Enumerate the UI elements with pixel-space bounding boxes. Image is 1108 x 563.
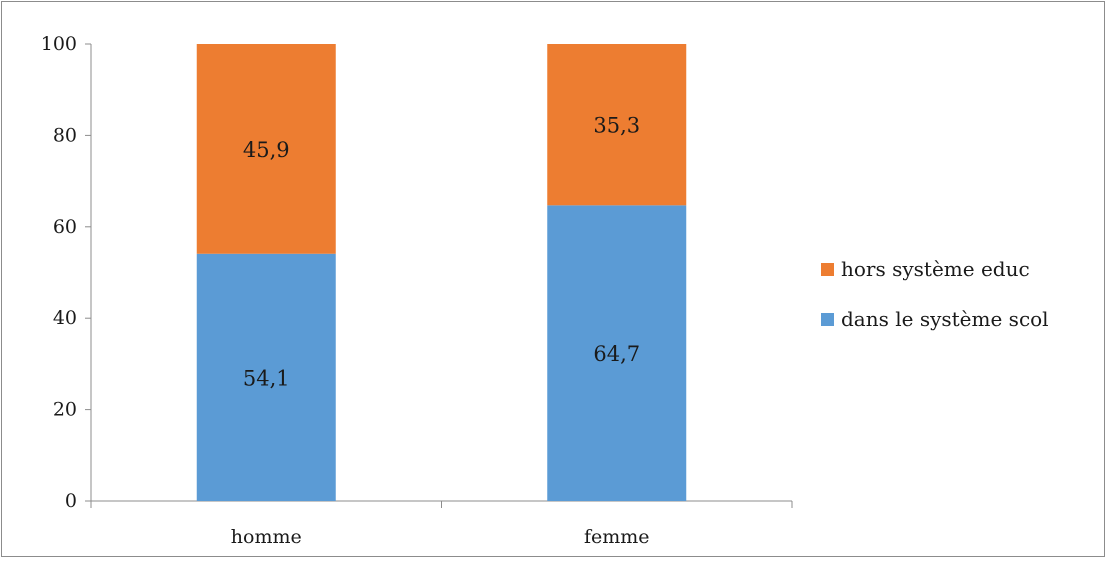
data-label-homme-series-0: 54,1 (243, 366, 290, 390)
bar-femme-series-0 (547, 205, 687, 502)
y-tick-label: 20 (53, 399, 77, 421)
bar-femme-series-1 (547, 44, 687, 206)
data-label-homme-series-1: 45,9 (243, 138, 290, 162)
data-label-femme-series-0: 64,7 (593, 342, 640, 366)
x-tick-label-homme: homme (231, 526, 302, 548)
y-tick-label: 0 (65, 490, 77, 512)
y-tick-label: 80 (53, 124, 77, 146)
y-tick-label: 40 (53, 307, 77, 329)
bar-homme-series-1 (196, 44, 336, 254)
y-tick-label: 100 (41, 33, 77, 55)
data-label-femme-series-1: 35,3 (593, 114, 640, 138)
bar-homme-series-0 (196, 253, 336, 501)
legend-swatch-1 (821, 313, 834, 326)
legend-label-1: dans le système scol (841, 307, 1049, 331)
legend-swatch-0 (821, 263, 834, 276)
legend-label-0: hors système educ (841, 257, 1030, 281)
y-tick-label: 60 (53, 216, 77, 238)
x-tick-label-femme: femme (584, 526, 650, 548)
